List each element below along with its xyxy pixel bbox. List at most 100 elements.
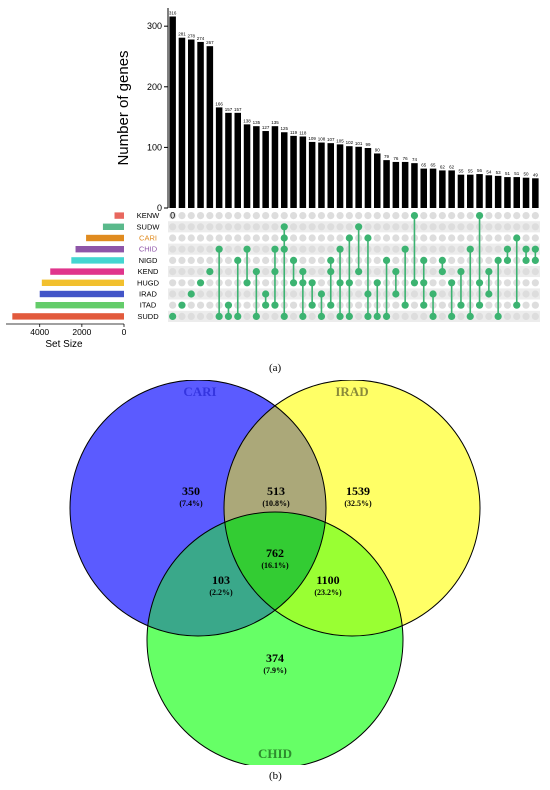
matrix-dot-active [355,268,363,276]
matrix-dot-inactive [503,279,512,287]
bar-value-label: 76 [403,156,409,161]
matrix-dot-active [494,256,502,264]
matrix-dot-active [466,312,474,320]
matrix-dot-inactive [392,245,400,253]
venn-region-pct-chid_only: (7.9%) [263,666,287,675]
matrix-dot-inactive [420,312,428,320]
bar-value-label: 65 [431,163,437,168]
matrix-dot-active [262,301,270,309]
matrix-dot-active [252,312,260,320]
matrix-dot-inactive [494,223,502,231]
matrix-dot-inactive [243,223,251,231]
matrix-dot-inactive [308,268,316,276]
matrix-dot-inactive [327,245,335,253]
matrix-dot-inactive [522,234,530,242]
matrix-dot-inactive [206,256,214,264]
matrix-dot-inactive [252,245,260,253]
matrix-dot-inactive [531,212,539,220]
y-tick-label: 300 [147,21,162,31]
matrix-dot-inactive [289,312,298,320]
matrix-dot-inactive [196,212,205,220]
matrix-dot-active [271,301,279,309]
matrix-dot-active [345,279,353,287]
bar-value-label: 76 [393,156,399,161]
matrix-dot-inactive [382,223,391,231]
matrix-dot-inactive [448,234,456,242]
venn-set-label-cari: CARI [183,384,216,399]
zero-label: 0 [170,211,175,221]
matrix-dot-active [289,279,298,287]
matrix-dot-inactive [327,212,335,220]
matrix-dot-inactive [243,301,251,309]
bar-value-label: 166 [215,101,223,106]
matrix-dot-inactive [187,234,195,242]
matrix-dot-active [336,279,344,287]
matrix-dot-inactive [196,245,205,253]
matrix-dot-inactive [448,256,456,264]
matrix-dot-active [196,279,205,287]
matrix-dot-inactive [457,223,465,231]
matrix-dot-inactive [355,301,363,309]
matrix-dot-active [420,301,428,309]
bar-value-label: 105 [336,138,344,143]
matrix-dot-inactive [522,301,530,309]
upset-plot: 0 100 200 300 Number of genes 316 281 278 274267… [6,8,540,350]
bar [215,107,223,208]
matrix-dot-inactive [224,245,233,253]
matrix-dot-active [531,256,539,264]
bar-value-label: 99 [365,142,371,147]
matrix-dot-active [280,312,288,320]
matrix-dot-inactive [169,290,177,298]
matrix-dot-inactive [169,212,177,220]
matrix-dot-inactive [317,212,326,220]
matrix-dot-active [243,245,251,253]
matrix-dot-inactive [392,256,400,264]
bar [476,174,483,208]
matrix-dot-inactive [224,223,233,231]
venn-region-pct-cari_irad: (10.8%) [262,499,290,508]
matrix-dot-inactive [364,223,372,231]
matrix-dot-inactive [271,312,279,320]
matrix-dot-active [475,279,484,287]
matrix-dot-inactive [178,290,186,298]
matrix-dot-active [494,312,502,320]
matrix-dot-active [522,256,530,264]
matrix-dot-inactive [289,245,298,253]
matrix-dot-inactive [196,301,205,309]
set-size-bar [102,223,124,230]
venn-region-pct-irad_chid: (23.2%) [314,588,342,597]
matrix-row-band [168,310,540,322]
matrix-dot-active [271,268,279,276]
matrix-dot-active [345,234,353,242]
matrix-row-band [168,232,540,244]
matrix-dot-active [215,245,223,253]
matrix-dot-inactive [169,301,177,309]
matrix-dot-active [224,312,233,320]
bar-value-label: 108 [318,137,326,142]
matrix-dot-inactive [317,223,326,231]
matrix-dot-active [429,312,437,320]
matrix-dot-active [345,312,353,320]
set-size-bar [35,302,124,309]
matrix-dot-inactive [438,245,446,253]
matrix-dot-inactive [206,234,214,242]
venn-region-count-cari_irad: 513 [267,484,285,498]
matrix-dot-inactive [438,290,446,298]
matrix-dot-inactive [215,212,223,220]
matrix-dot-active [438,268,446,276]
matrix-dot-active [382,256,391,264]
matrix-dot-inactive [336,223,344,231]
set-size-tick-label: 4000 [30,327,49,337]
matrix-dot-inactive [438,279,446,287]
bar [234,112,242,208]
bar [169,16,176,208]
matrix-row-band [168,210,540,222]
matrix-dot-inactive [271,234,279,242]
matrix-dot-inactive [206,312,214,320]
venn-region-cari-chid [147,512,326,636]
matrix-dot-inactive [178,234,186,242]
bar-value-label: 157 [225,107,233,112]
bar-value-label: 56 [477,168,483,173]
matrix-dot-inactive [448,212,456,220]
bar-value-label: 55 [468,169,474,174]
